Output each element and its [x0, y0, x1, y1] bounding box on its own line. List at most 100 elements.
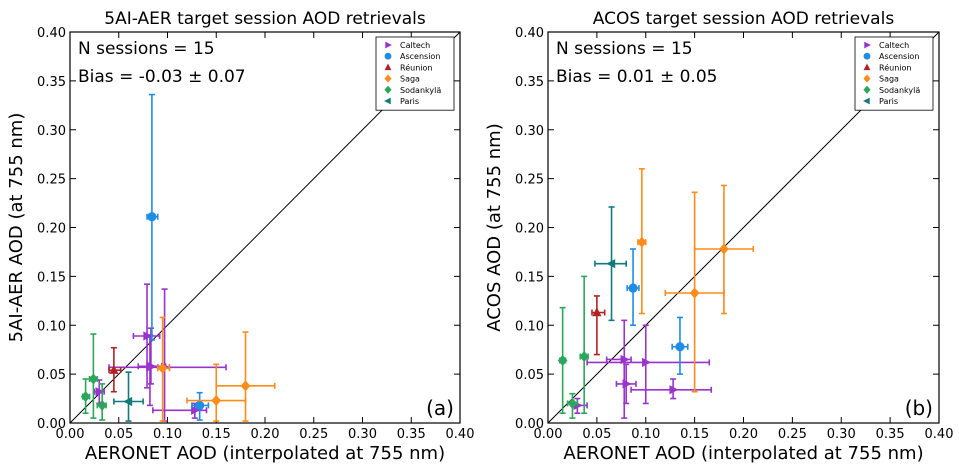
- legend-marker: [863, 97, 870, 105]
- y-tick-label: 0.20: [37, 222, 66, 237]
- data-point: [557, 354, 568, 366]
- y-tick-label: 0.20: [515, 222, 544, 237]
- series-saga: [156, 316, 276, 422]
- data-point: [240, 380, 251, 392]
- annotation: Bias = 0.01 ± 0.05: [556, 67, 717, 87]
- y-tick-label: 0.30: [37, 124, 66, 139]
- x-tick-label: 0.05: [104, 427, 133, 442]
- data-point: [637, 236, 647, 248]
- y-tick-label: 0.35: [37, 75, 66, 90]
- annotation: Bias = -0.03 ± 0.07: [78, 67, 246, 87]
- x-tick-label: 0.35: [876, 427, 905, 442]
- data-point: [157, 362, 168, 374]
- data-point: [143, 331, 153, 341]
- data-point: [622, 379, 632, 389]
- data-point: [592, 307, 602, 317]
- series-paris: [113, 371, 144, 422]
- data-point: [80, 391, 91, 403]
- data-point: [97, 399, 108, 411]
- x-tick-label: 0.00: [56, 427, 85, 442]
- x-tick-label: 0.40: [446, 427, 475, 442]
- y-tick-label: 0.10: [515, 319, 544, 334]
- data-point: [146, 362, 156, 372]
- x-axis-title: AERONET AOD (interpolated at 755 nm): [563, 443, 923, 464]
- series-ascension: [146, 93, 210, 421]
- legend-label: Ascension: [400, 52, 440, 61]
- legend-label: Caltech: [400, 41, 430, 50]
- legend-marker: [863, 74, 871, 83]
- y-tick-label: 0.30: [515, 124, 544, 139]
- data-point: [719, 243, 729, 255]
- legend-marker: [384, 85, 392, 94]
- legend-marker: [864, 41, 871, 49]
- series-sodankyl: [80, 333, 108, 421]
- y-tick-label: 0.15: [37, 270, 66, 285]
- y-tick-label: 0.25: [37, 173, 66, 188]
- data-point: [579, 351, 589, 363]
- plot-frame: [547, 31, 940, 424]
- data-point: [191, 405, 201, 415]
- y-tick-label: 0.05: [37, 368, 66, 383]
- data-point: [211, 394, 222, 407]
- panel-a: 5AI-AER target session AOD retrievals 0.0…: [6, 9, 474, 464]
- x-tick-label: 0.10: [153, 427, 182, 442]
- legend-marker: [863, 52, 871, 60]
- chart-title: ACOS target session AOD retrievals: [593, 9, 895, 29]
- y-tick-label: 0.40: [37, 26, 66, 41]
- data-point: [628, 283, 638, 293]
- data-point: [642, 357, 652, 367]
- y-tick-label: 0.00: [37, 417, 66, 432]
- series-caltech: [93, 283, 227, 422]
- series-sodankyl: [557, 275, 589, 419]
- legend-marker: [384, 63, 392, 71]
- data-point: [567, 397, 578, 409]
- data-point: [147, 212, 157, 222]
- x-tick-label: 0.35: [397, 427, 426, 442]
- data-point: [669, 385, 679, 395]
- x-axis-title: AERONET AOD (interpolated at 755 nm): [85, 443, 445, 464]
- legend-label: Ascension: [879, 52, 919, 61]
- data-point: [88, 373, 99, 385]
- data-point: [109, 364, 119, 374]
- legend-label: Réunion: [879, 62, 911, 72]
- y-axis-title: 5AI-AER AOD (at 755 nm): [6, 113, 27, 343]
- data-point: [95, 387, 105, 397]
- data-point: [606, 259, 616, 269]
- x-tick-label: 0.15: [202, 427, 231, 442]
- chart-title: 5AI-AER target session AOD retrievals: [104, 9, 426, 29]
- x-tick-label: 0.05: [582, 427, 611, 442]
- y-axis-title: ACOS AOD (at 755 nm): [484, 123, 505, 332]
- data-point: [195, 400, 205, 411]
- panel-label: (a): [426, 396, 454, 420]
- y-tick-label: 0.25: [515, 173, 544, 188]
- legend-label: Sodankylä: [400, 86, 441, 95]
- series-runion: [108, 346, 122, 393]
- x-tick-label: 0.15: [680, 427, 709, 442]
- panel-b: ACOS target session AOD retrievals 0.00 0.…: [484, 9, 953, 464]
- x-tick-label: 0.30: [348, 427, 377, 442]
- y-tick-label: 0.05: [515, 368, 544, 383]
- x-tick-label: 0.25: [299, 427, 328, 442]
- data-point: [689, 287, 700, 299]
- x-tick-label: 0.20: [251, 427, 280, 442]
- y-tick-label: 0.00: [515, 417, 544, 432]
- data-point: [675, 342, 685, 352]
- y-tick-label: 0.40: [515, 26, 544, 41]
- series-runion: [591, 295, 606, 356]
- legend-marker: [385, 41, 392, 49]
- y-tick-label: 0.10: [37, 319, 66, 334]
- annotation: N sessions = 15: [78, 39, 215, 59]
- legend-label: Saga: [400, 75, 420, 84]
- series-saga: [637, 168, 755, 393]
- panel-label: (b): [905, 396, 933, 420]
- series-caltech: [571, 319, 713, 419]
- series-paris: [594, 206, 628, 322]
- x-tick-label: 0.25: [778, 427, 807, 442]
- annotation: N sessions = 15: [556, 39, 693, 59]
- legend-marker: [384, 97, 391, 105]
- legend-label: Saga: [879, 75, 899, 84]
- y-tick-label: 0.35: [515, 75, 544, 90]
